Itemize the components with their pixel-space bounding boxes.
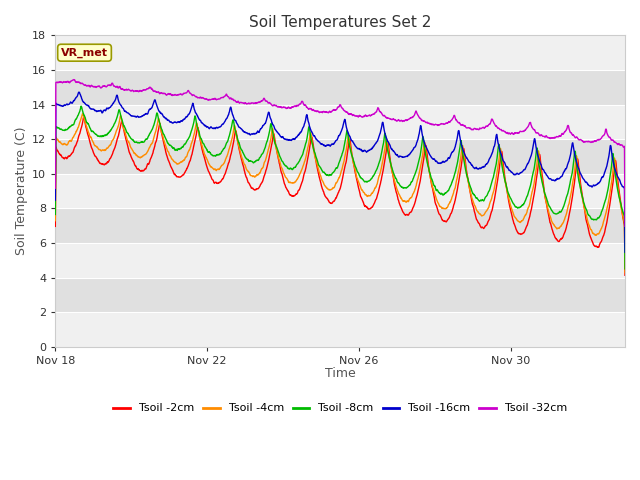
Tsoil -4cm [506,200,514,206]
Tsoil -2cm [621,272,629,278]
Tsoil -8cm [211,153,218,158]
Tsoil -2cm [211,180,218,186]
Tsoil -16cm [369,144,377,149]
Tsoil -8cm [357,175,365,180]
Bar [55,277,625,312]
Bar [55,312,625,347]
Text: VR_met: VR_met [61,48,108,58]
Tsoil -16cm [621,249,629,255]
Tsoil -2cm [80,114,88,120]
Tsoil -4cm [211,167,218,172]
Bar [55,139,625,174]
Bar [55,36,625,70]
Tsoil -16cm [357,147,365,153]
Tsoil -4cm [571,166,579,172]
Tsoil -8cm [77,103,85,109]
Y-axis label: Soil Temperature (C): Soil Temperature (C) [15,127,28,255]
Bar [55,243,625,277]
Tsoil -4cm [79,111,86,117]
Tsoil -8cm [506,194,514,200]
Tsoil -2cm [506,204,514,210]
Tsoil -2cm [51,224,59,229]
Line: Tsoil -2cm: Tsoil -2cm [55,117,625,275]
Tsoil -32cm [621,224,629,229]
Tsoil -8cm [587,215,595,221]
Bar [55,174,625,208]
Tsoil -32cm [51,185,59,191]
Title: Soil Temperatures Set 2: Soil Temperatures Set 2 [249,15,431,30]
Bar [55,105,625,139]
Tsoil -2cm [357,194,365,200]
Tsoil -8cm [571,148,579,154]
X-axis label: Time: Time [324,367,356,380]
Tsoil -2cm [571,177,579,182]
Line: Tsoil -8cm: Tsoil -8cm [55,106,625,269]
Tsoil -2cm [369,203,377,208]
Tsoil -16cm [571,153,579,158]
Tsoil -8cm [51,212,59,217]
Tsoil -32cm [571,134,579,140]
Tsoil -32cm [211,96,218,102]
Line: Tsoil -16cm: Tsoil -16cm [55,92,625,252]
Legend: Tsoil -2cm, Tsoil -4cm, Tsoil -8cm, Tsoil -16cm, Tsoil -32cm: Tsoil -2cm, Tsoil -4cm, Tsoil -8cm, Tsoi… [109,399,572,418]
Tsoil -8cm [369,173,377,179]
Bar [55,208,625,243]
Bar [55,70,625,105]
Tsoil -4cm [51,218,59,224]
Tsoil -32cm [70,77,77,83]
Tsoil -16cm [75,89,83,95]
Tsoil -16cm [506,168,514,173]
Line: Tsoil -32cm: Tsoil -32cm [55,80,625,227]
Tsoil -4cm [357,185,365,191]
Tsoil -8cm [621,266,629,272]
Tsoil -32cm [506,131,514,136]
Tsoil -16cm [587,183,595,189]
Tsoil -32cm [357,113,365,119]
Tsoil -16cm [211,125,218,131]
Line: Tsoil -4cm: Tsoil -4cm [55,114,625,273]
Tsoil -16cm [51,197,59,203]
Tsoil -32cm [587,139,595,145]
Tsoil -4cm [369,189,377,194]
Tsoil -32cm [369,111,377,117]
Tsoil -4cm [587,227,595,232]
Tsoil -2cm [587,235,595,240]
Tsoil -4cm [621,270,629,276]
